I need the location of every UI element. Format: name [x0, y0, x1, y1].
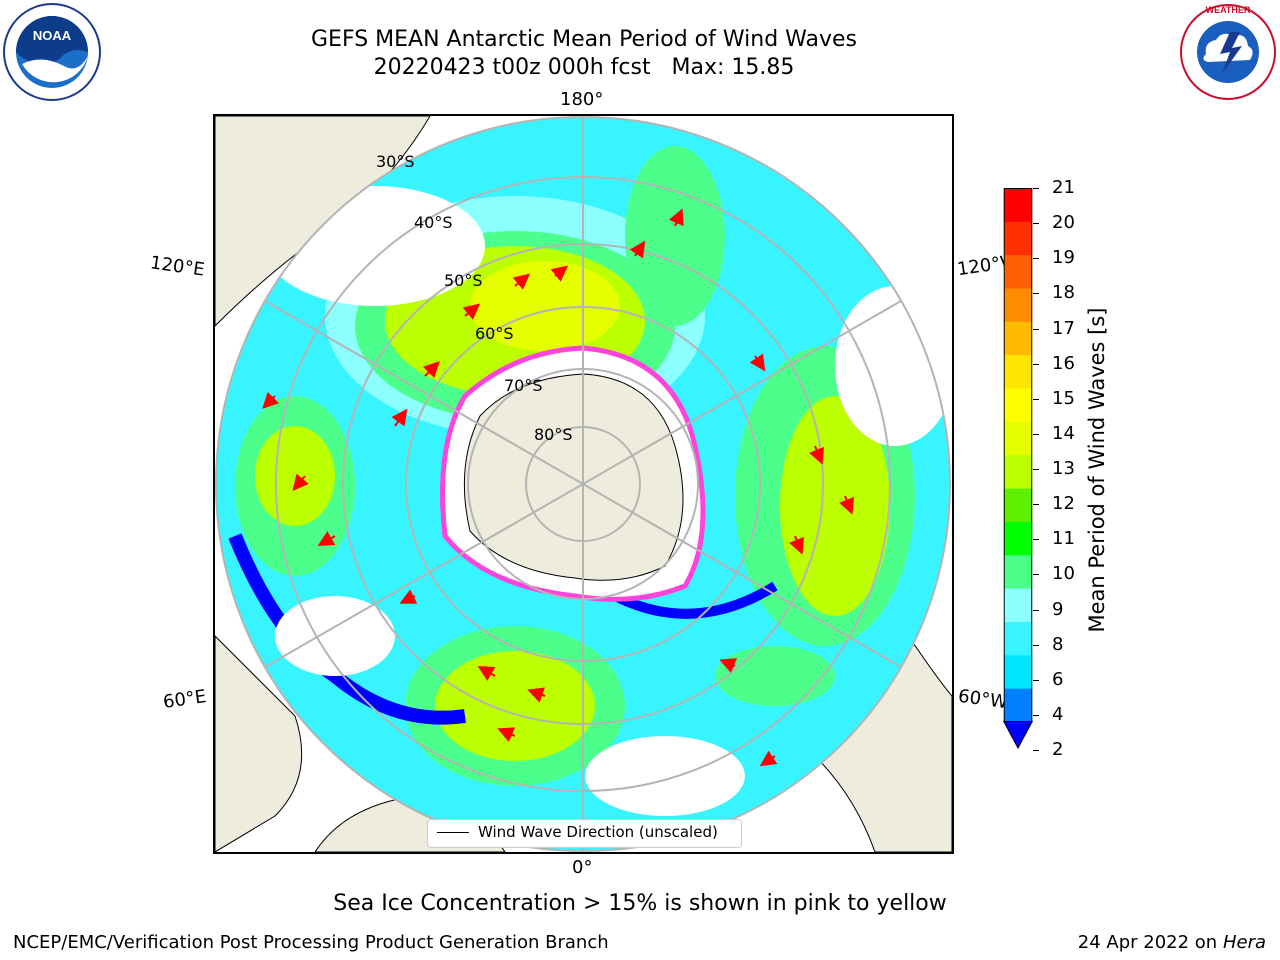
colorbar-tick-label: 10: [1052, 563, 1075, 585]
colorbar-tick-mark: [1033, 188, 1039, 189]
colorbar-tick-label: 14: [1052, 422, 1075, 444]
colorbar-outline: [1003, 188, 1033, 722]
lat-label-40s: 40°S: [414, 213, 453, 232]
colorbar-tick-label: 11: [1052, 528, 1075, 550]
lat-label-60s: 60°S: [475, 324, 514, 343]
colorbar-tick-label: 4: [1052, 703, 1064, 725]
lon-label-60e: 60°E: [161, 686, 208, 713]
colorbar-bin: [1003, 288, 1033, 322]
graticule: [215, 116, 951, 852]
map-legend: Wind Wave Direction (unscaled): [427, 819, 742, 848]
colorbar-tick-mark: [1033, 504, 1039, 506]
colorbar-tick-label: 16: [1052, 352, 1075, 374]
colorbar-bin: [1003, 388, 1033, 422]
colorbar-bin: [1003, 488, 1033, 522]
colorbar-tick-label: 6: [1052, 668, 1064, 690]
antarctica-land: [463, 373, 684, 581]
colorbar-tick-mark: [1033, 363, 1039, 365]
australia-land: [215, 635, 303, 852]
colorbar-tick-mark: [1033, 750, 1039, 751]
colorbar-bin: [1003, 421, 1033, 456]
colorbar-tick-label: 15: [1052, 387, 1075, 409]
sea-ice-note: Sea Ice Concentration > 15% is shown in …: [333, 891, 947, 916]
colorbar-bin: [1003, 321, 1033, 356]
footer-credit: NCEP/EMC/Verification Post Processing Pr…: [13, 932, 609, 953]
colorbar-bin: [1003, 454, 1033, 489]
colorbar-bin: [1003, 354, 1033, 389]
colorbar-tick-label: 2: [1052, 739, 1064, 760]
polar-map-canvas: [215, 116, 952, 852]
footer-date: 24 Apr 2022 on Hera: [1078, 932, 1266, 953]
footer-host: Hera: [1222, 932, 1266, 953]
polar-map: [213, 114, 954, 854]
chart-subtitle: 20220423 t00z 000h fcst Max: 15.85: [373, 55, 795, 80]
colorbar-tick-label: 19: [1052, 247, 1075, 269]
lat-label-70s: 70°S: [504, 376, 543, 395]
colorbar-tick-mark: [1033, 433, 1039, 435]
colorbar-tick-mark: [1033, 293, 1039, 295]
colorbar-bin: [1003, 688, 1033, 722]
colorbar-bin: [1003, 554, 1033, 589]
legend-label: Wind Wave Direction (unscaled): [478, 823, 718, 841]
colorbar-bin: [1003, 521, 1033, 556]
noaa-logo: NOAA: [3, 3, 101, 101]
colorbar-label: Mean Period of Wind Waves [s]: [1085, 307, 1109, 633]
lat-label-50s: 50°S: [444, 271, 483, 290]
colorbar-tick-mark: [1033, 714, 1039, 716]
colorbar-tick-mark: [1033, 679, 1039, 681]
footer-date-text: 24 Apr 2022 on: [1077, 932, 1223, 953]
svg-text:NOAA: NOAA: [33, 28, 72, 43]
colorbar-tick-label: 20: [1052, 212, 1075, 234]
colorbar-bin: [1003, 254, 1033, 289]
colorbar-tick-label: 8: [1052, 633, 1064, 655]
wind-wave-arrows: [262, 208, 854, 767]
colorbar-tick-label: 21: [1052, 177, 1075, 198]
colorbar-tick-label: 9: [1052, 598, 1064, 620]
colorbar-tick-label: 17: [1052, 317, 1075, 339]
colorbar-bin: [1003, 621, 1033, 656]
colorbar-tick-mark: [1033, 398, 1039, 400]
colorbar-tick-mark: [1033, 574, 1039, 576]
colorbar-tick-label: 13: [1052, 458, 1075, 479]
svg-text:WEATHER: WEATHER: [1206, 5, 1251, 15]
colorbar-tick-label: 12: [1052, 493, 1075, 515]
lon-label-120e: 120°E: [148, 252, 206, 281]
nws-logo: WEATHER: [1180, 4, 1276, 100]
colorbar-tick-mark: [1033, 609, 1039, 611]
colorbar-extend: [1003, 721, 1033, 750]
colorbar-bin: [1003, 221, 1033, 256]
colorbar-tick-label: 18: [1052, 282, 1075, 304]
colorbar-tick-mark: [1033, 644, 1039, 646]
legend-line-sample: [437, 832, 469, 833]
colorbar-tick-mark: [1033, 469, 1039, 470]
colorbar-tick-mark: [1033, 539, 1039, 541]
lon-label-0: 0°: [572, 857, 593, 878]
colorbar: [1003, 188, 1033, 750]
colorbar-bin: [1003, 654, 1033, 689]
colorbar-tick-mark: [1033, 223, 1039, 225]
colorbar-bin: [1003, 188, 1033, 222]
chart-title: GEFS MEAN Antarctic Mean Period of Wind …: [311, 27, 857, 52]
lon-label-60w: 60°W: [956, 685, 1009, 714]
colorbar-tick-mark: [1033, 328, 1039, 330]
lon-label-180: 180°: [560, 89, 604, 110]
lat-label-80s: 80°S: [534, 425, 573, 444]
colorbar-bin: [1003, 588, 1033, 622]
lat-label-30s: 30°S: [376, 152, 415, 171]
colorbar-tick-mark: [1033, 258, 1039, 260]
